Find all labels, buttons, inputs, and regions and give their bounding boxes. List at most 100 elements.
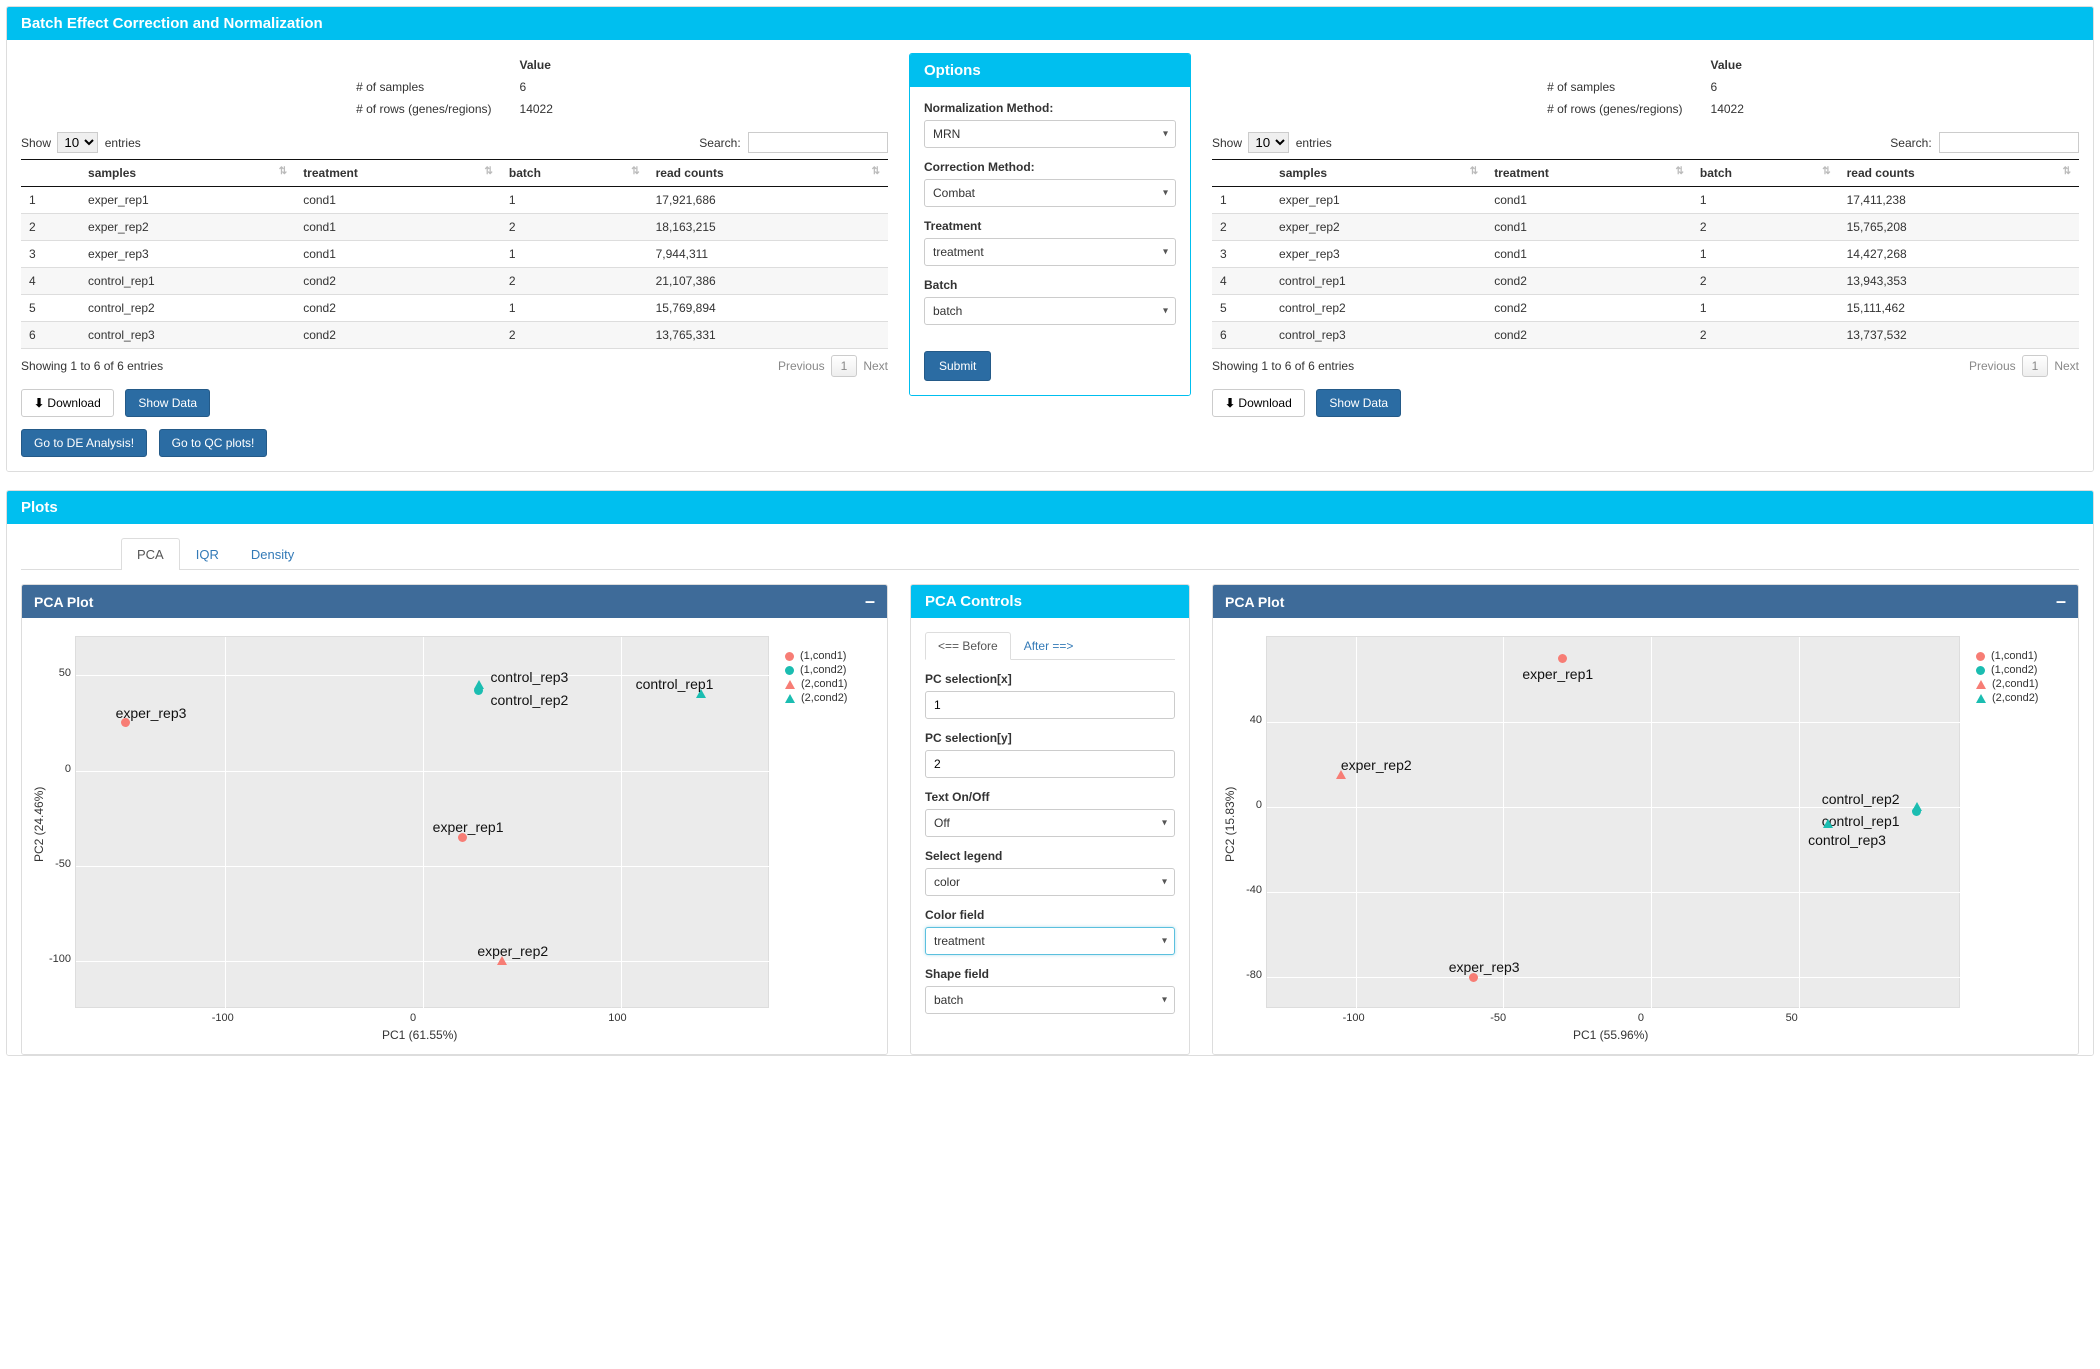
table-row: 4control_rep1cond2213,943,353 [1212,268,2079,295]
table-row: 1exper_rep1cond1117,921,686 [21,187,888,214]
text-toggle-select[interactable]: Off [925,809,1175,837]
go-de-button[interactable]: Go to DE Analysis! [21,429,147,457]
table-row: 1exper_rep1cond1117,411,238 [1212,187,2079,214]
point-label: control_rep3 [1808,832,1886,848]
table-cell: cond1 [1486,241,1692,268]
table-cell: 2 [1212,214,1271,241]
tab-iqr[interactable]: IQR [180,538,235,570]
plot-legend: (1,cond1)(1,cond2)(2,cond1)(2,cond2) [777,642,871,712]
submit-button[interactable]: Submit [924,351,991,381]
pca-title-right: PCA Plot [1225,594,1284,610]
table-cell: 1 [21,187,80,214]
download-button-right[interactable]: ⬇ Download [1212,389,1305,417]
tab-pca[interactable]: PCA [121,538,180,570]
minimize-icon-left[interactable]: – [865,591,875,612]
pager-next-left[interactable]: Next [863,359,888,373]
table-cell: control_rep2 [80,295,295,322]
column-header[interactable]: read counts⇅ [1839,160,2079,187]
tab-after[interactable]: After ==> [1011,632,1087,660]
data-table-right: samples⇅treatment⇅batch⇅read counts⇅ 1ex… [1212,159,2079,349]
page-size-select[interactable]: 10 [57,132,98,153]
legend-select[interactable]: color [925,868,1175,896]
table-cell: 4 [1212,268,1271,295]
legend-item: (2,cond1) [785,678,863,690]
summary-value: 6 [1697,76,1758,98]
search-input-left[interactable] [748,132,888,153]
pager-page-left[interactable]: 1 [831,355,858,377]
tab-before[interactable]: <== Before [925,632,1011,660]
column-header[interactable]: samples⇅ [1271,160,1486,187]
norm-select[interactable]: MRN [924,120,1176,148]
batch-label: Batch [924,278,1176,292]
table-cell: cond1 [295,241,501,268]
batch-group: Batch batch [924,278,1176,325]
color-field-select[interactable]: treatment [925,927,1175,955]
batch-select[interactable]: batch [924,297,1176,325]
legend-item: (2,cond2) [785,692,863,704]
plots-three-col: PCA Plot – control_rep1control_rep2contr… [21,584,2079,1055]
pca-plot-heading-right: PCA Plot – [1213,585,2078,618]
summary-value: 14022 [506,98,567,120]
summary-value: 14022 [1697,98,1758,120]
table-row: 6control_rep3cond2213,737,532 [1212,322,2079,349]
go-qc-button[interactable]: Go to QC plots! [159,429,268,457]
pcx-label: PC selection[x] [925,672,1175,686]
table-cell: cond2 [1486,268,1692,295]
point-label: exper_rep1 [433,819,504,835]
pager-page-right[interactable]: 1 [2022,355,2049,377]
show-label-r: Show [1212,136,1242,150]
corr-select[interactable]: Combat [924,179,1176,207]
table-cell: control_rep1 [1271,268,1486,295]
shape-field-select[interactable]: batch [925,986,1175,1014]
shape-field-group: Shape field batch [925,967,1175,1014]
minimize-icon-right[interactable]: – [2056,591,2066,612]
text-toggle-label: Text On/Off [925,790,1175,804]
column-header[interactable]: batch⇅ [1692,160,1839,187]
table-row: 6control_rep3cond2213,765,331 [21,322,888,349]
point-label: control_rep1 [1822,813,1900,829]
column-header[interactable]: read counts⇅ [648,160,888,187]
batch-panel: Batch Effect Correction and Normalizatio… [6,6,2094,472]
point-label: exper_rep2 [1341,757,1412,773]
table-row: 2exper_rep2cond1215,765,208 [1212,214,2079,241]
column-header[interactable] [1212,160,1271,187]
legend-item: (1,cond1) [1976,650,2054,662]
data-point [474,680,484,689]
plots-panel: Plots PCA IQR Density PCA Plot – control… [6,490,2094,1056]
table-cell: exper_rep2 [1271,214,1486,241]
table-cell: 17,921,686 [648,187,888,214]
tab-density[interactable]: Density [235,538,310,570]
column-header[interactable]: treatment⇅ [1486,160,1692,187]
table-cell: cond1 [1486,187,1692,214]
pca-plot-right-panel: PCA Plot – control_rep1control_rep2contr… [1212,584,2079,1055]
column-header[interactable] [21,160,80,187]
column-header[interactable]: samples⇅ [80,160,295,187]
page-size-select-r[interactable]: 10 [1248,132,1289,153]
table-row: 2exper_rep2cond1218,163,215 [21,214,888,241]
treat-select[interactable]: treatment [924,238,1176,266]
pca-plot-heading-left: PCA Plot – [22,585,887,618]
legend-label: Select legend [925,849,1175,863]
pcx-input[interactable] [925,691,1175,719]
column-header[interactable]: treatment⇅ [295,160,501,187]
color-field-group: Color field treatment [925,908,1175,955]
norm-label: Normalization Method: [924,101,1176,115]
legend-item: (2,cond1) [1976,678,2054,690]
pager-next-right[interactable]: Next [2054,359,2079,373]
pca-controls-body: <== Before After ==> PC selection[x] PC … [911,618,1189,1040]
pcy-input[interactable] [925,750,1175,778]
table-cell: 1 [501,187,648,214]
show-data-button-right[interactable]: Show Data [1316,389,1401,417]
search-input-right[interactable] [1939,132,2079,153]
pager-prev-right[interactable]: Previous [1969,359,2016,373]
column-header[interactable]: batch⇅ [501,160,648,187]
table-cell: exper_rep1 [80,187,295,214]
table-cell: 13,943,353 [1839,268,2079,295]
show-data-button-left[interactable]: Show Data [125,389,210,417]
table-cell: exper_rep3 [1271,241,1486,268]
pager-prev-left[interactable]: Previous [778,359,825,373]
left-data-block: Value # of samples6# of rows (genes/regi… [21,54,888,457]
download-button-left[interactable]: ⬇ Download [21,389,114,417]
pcy-label: PC selection[y] [925,731,1175,745]
table-cell: control_rep3 [80,322,295,349]
